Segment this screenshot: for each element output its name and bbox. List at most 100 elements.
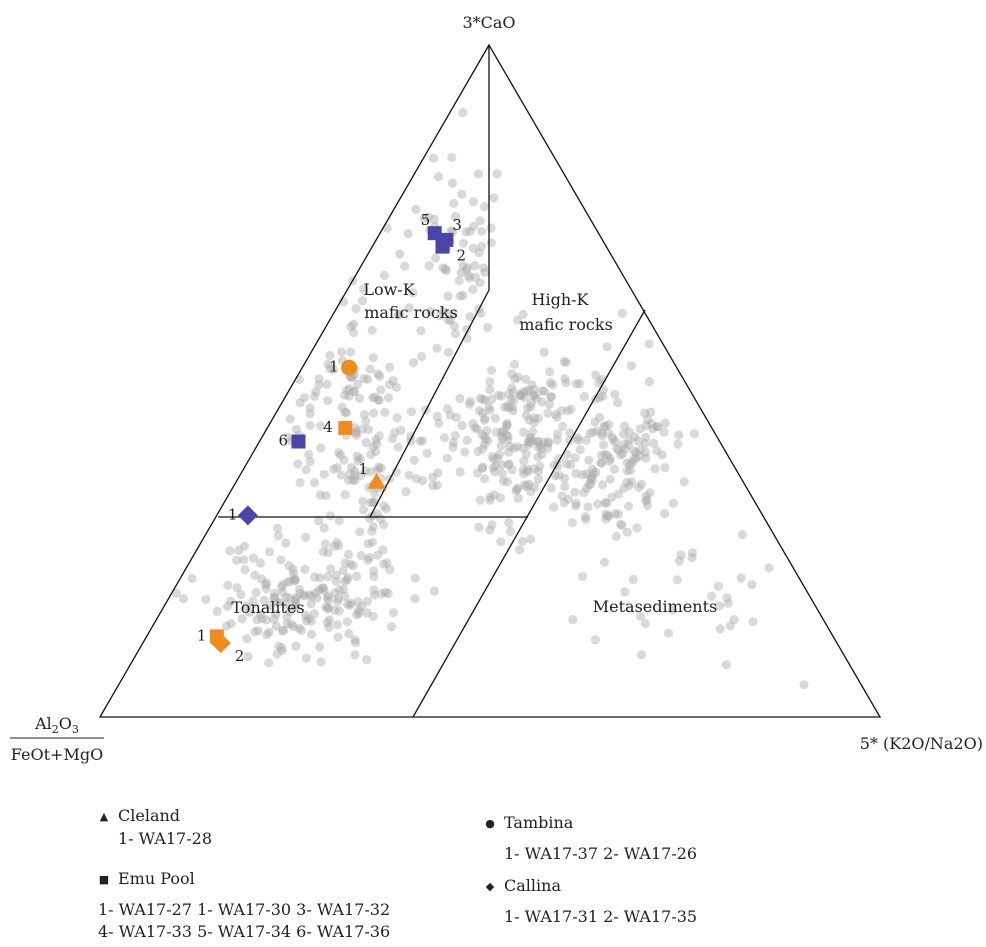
background-point	[585, 475, 596, 485]
background-point	[344, 384, 354, 394]
background-point	[362, 654, 372, 665]
background-point	[271, 621, 281, 631]
background-point	[642, 500, 653, 511]
background-point	[277, 646, 287, 656]
background-point	[623, 440, 634, 450]
background-point	[384, 380, 394, 390]
background-point	[458, 107, 468, 118]
background-point	[272, 523, 282, 533]
background-point	[487, 452, 497, 462]
background-point	[344, 391, 354, 401]
background-point	[457, 189, 467, 199]
background-point	[479, 440, 489, 450]
background-point	[424, 212, 434, 222]
background-point	[240, 565, 250, 575]
background-point	[477, 408, 488, 418]
background-point	[648, 424, 658, 434]
background-point	[276, 555, 286, 565]
background-point	[610, 389, 620, 399]
background-point	[262, 630, 272, 640]
background-point	[432, 343, 442, 353]
square-marker-icon: ■	[98, 873, 110, 886]
background-point	[535, 461, 545, 471]
background-point	[588, 427, 598, 437]
background-point	[474, 248, 484, 258]
background-point	[524, 385, 534, 395]
background-point	[577, 571, 588, 582]
background-point	[503, 460, 513, 470]
background-point	[544, 367, 555, 377]
background-point	[443, 315, 453, 325]
background-point	[507, 465, 517, 475]
background-point	[334, 448, 344, 458]
background-point	[288, 564, 298, 574]
background-point	[544, 399, 555, 409]
background-point	[305, 420, 315, 430]
background-point	[604, 456, 614, 466]
background-point	[450, 329, 461, 339]
background-point	[582, 483, 592, 493]
background-point	[357, 296, 368, 306]
background-point	[295, 588, 305, 599]
background-point	[310, 572, 320, 582]
axis-label-left: Al2O3 FeOt+MgO	[10, 714, 104, 764]
background-point	[626, 361, 637, 371]
background-point	[257, 574, 267, 584]
background-point	[587, 464, 598, 474]
background-point	[575, 445, 585, 455]
background-point	[282, 619, 292, 629]
background-point	[350, 635, 360, 645]
background-point	[622, 477, 632, 487]
background-point	[283, 577, 293, 587]
background-point	[373, 465, 383, 475]
background-point	[375, 371, 385, 381]
background-point	[239, 555, 249, 565]
background-point	[604, 420, 614, 430]
background-point	[353, 597, 363, 607]
background-point	[571, 498, 581, 508]
background-point	[289, 574, 299, 584]
background-point	[618, 429, 629, 439]
background-point	[551, 410, 561, 420]
background-point	[504, 403, 514, 413]
background-point	[305, 403, 315, 413]
background-point	[597, 431, 608, 441]
background-point	[478, 394, 488, 404]
background-point	[385, 362, 395, 372]
background-point	[451, 211, 461, 222]
background-point	[331, 576, 341, 587]
background-point	[571, 501, 581, 511]
background-point	[601, 509, 611, 519]
background-point	[251, 587, 261, 598]
background-point	[556, 406, 567, 416]
background-point	[274, 641, 284, 651]
background-point	[457, 420, 467, 431]
sample-marker	[291, 434, 306, 449]
background-point	[522, 481, 532, 492]
background-point	[799, 680, 809, 690]
background-point	[291, 641, 301, 651]
background-point	[343, 475, 354, 485]
background-point	[529, 464, 539, 474]
background-point	[668, 498, 679, 508]
sample-label: 4	[323, 418, 333, 436]
background-point	[285, 606, 295, 617]
sample-marker	[341, 359, 358, 376]
background-point	[350, 423, 360, 433]
background-point	[362, 374, 373, 384]
sample-marker	[237, 505, 258, 526]
background-point	[571, 468, 581, 479]
background-point	[373, 550, 383, 560]
background-point	[485, 377, 495, 387]
background-point	[362, 596, 372, 606]
background-point	[519, 456, 529, 466]
background-point	[543, 438, 553, 448]
background-point	[298, 590, 308, 600]
background-point	[533, 436, 543, 447]
background-point	[311, 387, 321, 397]
background-point	[301, 653, 311, 663]
background-point	[493, 390, 503, 400]
background-point	[354, 605, 364, 615]
background-point	[473, 169, 484, 179]
background-point	[369, 566, 379, 576]
